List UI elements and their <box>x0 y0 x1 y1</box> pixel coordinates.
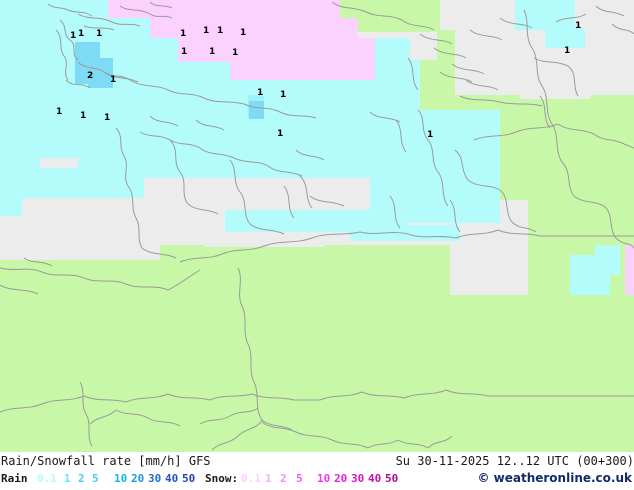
precip-value-label: 1 <box>427 130 433 140</box>
precip-value-label: 1 <box>575 21 581 31</box>
precip-value-label: 2 <box>87 71 93 81</box>
precip-value-label: 1 <box>70 31 76 41</box>
map-precip-heavy-layer <box>75 42 264 119</box>
rain-block <box>146 95 164 117</box>
rain-block <box>595 245 620 275</box>
precip-value-label: 1 <box>209 47 215 57</box>
legend-scale-value: 2 <box>280 472 287 485</box>
legend-scale-value: 50 <box>182 472 196 485</box>
precip-value-label: 1 <box>232 48 238 58</box>
legend-scale-value: 20 <box>131 472 145 485</box>
rain-block <box>0 58 40 178</box>
land-area-gotland <box>540 95 572 150</box>
legend-scale-value: 10 <box>317 472 331 485</box>
legend-scale-value: 5 <box>92 472 99 485</box>
legend-scale-value: 1 <box>64 472 71 485</box>
precip-value-label: 1 <box>78 29 84 39</box>
map-vector-outlines <box>0 1 634 451</box>
legend-scale-value: 50 <box>385 472 399 485</box>
precip-value-label: 1 <box>257 88 263 98</box>
precip-value-label: 1 <box>240 28 246 38</box>
snow-block <box>275 58 375 80</box>
rain-heavy-block <box>249 101 264 119</box>
precip-value-label: 1 <box>564 46 570 56</box>
snow-block <box>625 245 634 295</box>
legend-scale-value: 40 <box>165 472 179 485</box>
rain-legend-label: Rain <box>1 472 28 485</box>
snow-legend-label: Snow: <box>205 472 239 485</box>
precip-value-label: 1 <box>56 107 62 117</box>
legend-scale-value: 10 <box>114 472 128 485</box>
precip-value-label: 1 <box>96 29 102 39</box>
precip-value-label: 1 <box>110 75 116 85</box>
rain-block <box>0 0 56 22</box>
legend-scale-value: 0.1 <box>37 472 57 485</box>
rain-block <box>545 28 585 48</box>
precip-value-label: 1 <box>280 90 286 100</box>
legend-scale-value: 30 <box>148 472 162 485</box>
precip-value-label: 1 <box>203 26 209 36</box>
precip-value-label: 1 <box>277 129 283 139</box>
footer-legend-row: Rain 0.1 1 2 5 10 20 30 40 50 Snow: 0.1 1 2 5 10 20 30… <box>0 470 634 489</box>
footer-title-row: Rain/Snowfall rate [mm/h] GFS Su 30-11-2… <box>0 452 634 471</box>
copyright-notice: © weatheronline.co.uk <box>477 471 632 485</box>
precip-value-label: 1 <box>217 26 223 36</box>
rain-heavy-block <box>88 58 113 88</box>
legend-scale-value: 1 <box>265 472 272 485</box>
precip-value-label: 1 <box>180 29 186 39</box>
legend-scale-value: 2 <box>78 472 85 485</box>
map-footer: Rain/Snowfall rate [mm/h] GFS Su 30-11-2… <box>0 452 634 490</box>
legend-scale-value: 0.1 <box>241 472 261 485</box>
legend-scale-value: 30 <box>351 472 365 485</box>
legend-scale-value: 40 <box>368 472 382 485</box>
precip-value-label: 1 <box>80 111 86 121</box>
land-area-nw-germany <box>0 250 180 370</box>
page-title: Rain/Snowfall rate [mm/h] GFS <box>1 454 211 468</box>
legend-scale-value: 20 <box>334 472 348 485</box>
map-precip-snow-layer <box>108 0 634 295</box>
forecast-timestamp: Su 30-11-2025 12..12 UTC (00+300) <box>395 454 634 468</box>
precip-value-label: 1 <box>104 113 110 123</box>
precip-value-label: 1 <box>181 47 187 57</box>
rain-block <box>0 176 22 216</box>
rain-block <box>380 60 420 110</box>
legend-scale-value: 5 <box>296 472 303 485</box>
